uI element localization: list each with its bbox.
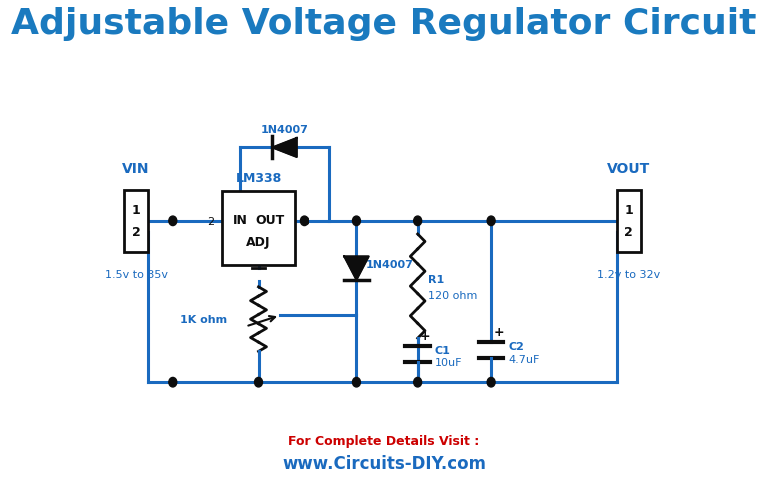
Text: LM338: LM338	[235, 172, 282, 185]
Text: VOUT: VOUT	[607, 162, 650, 176]
Text: 1K ohm: 1K ohm	[180, 315, 227, 324]
Text: 3: 3	[303, 216, 310, 227]
Circle shape	[169, 378, 177, 387]
Text: 1N4007: 1N4007	[366, 260, 413, 270]
FancyBboxPatch shape	[124, 191, 148, 252]
FancyBboxPatch shape	[617, 191, 641, 252]
Text: Adjustable Voltage Regulator Circuit: Adjustable Voltage Regulator Circuit	[12, 7, 756, 41]
Text: 1: 1	[131, 204, 141, 217]
Text: +: +	[494, 326, 505, 338]
Polygon shape	[344, 257, 369, 280]
Text: VIN: VIN	[122, 162, 150, 176]
Circle shape	[169, 217, 177, 226]
Circle shape	[487, 217, 495, 226]
Polygon shape	[273, 138, 296, 158]
Circle shape	[487, 378, 495, 387]
Text: 2: 2	[624, 226, 634, 239]
Text: C2: C2	[508, 342, 524, 351]
Text: 1: 1	[624, 204, 634, 217]
Text: OUT: OUT	[255, 213, 284, 227]
Circle shape	[414, 378, 422, 387]
Circle shape	[254, 378, 263, 387]
Text: 1N4007: 1N4007	[260, 125, 309, 135]
Text: ADJ: ADJ	[247, 235, 271, 248]
Text: 10uF: 10uF	[435, 358, 462, 368]
Text: R1: R1	[428, 274, 445, 284]
Text: +: +	[420, 329, 431, 342]
Text: For Complete Details Visit :: For Complete Details Visit :	[288, 435, 480, 447]
Circle shape	[414, 217, 422, 226]
Text: 1.2v to 32v: 1.2v to 32v	[598, 269, 660, 279]
Text: 2: 2	[131, 226, 141, 239]
FancyBboxPatch shape	[222, 192, 295, 265]
Text: IN: IN	[233, 213, 247, 227]
Circle shape	[300, 217, 309, 226]
Text: 4.7uF: 4.7uF	[508, 354, 540, 364]
Text: 120 ohm: 120 ohm	[428, 290, 478, 300]
Circle shape	[353, 378, 360, 387]
Text: www.Circuits-DIY.com: www.Circuits-DIY.com	[282, 454, 486, 472]
Text: C1: C1	[435, 345, 451, 355]
Text: 2: 2	[207, 216, 214, 227]
Text: 1.5v to 35v: 1.5v to 35v	[104, 269, 167, 279]
Circle shape	[353, 217, 360, 226]
